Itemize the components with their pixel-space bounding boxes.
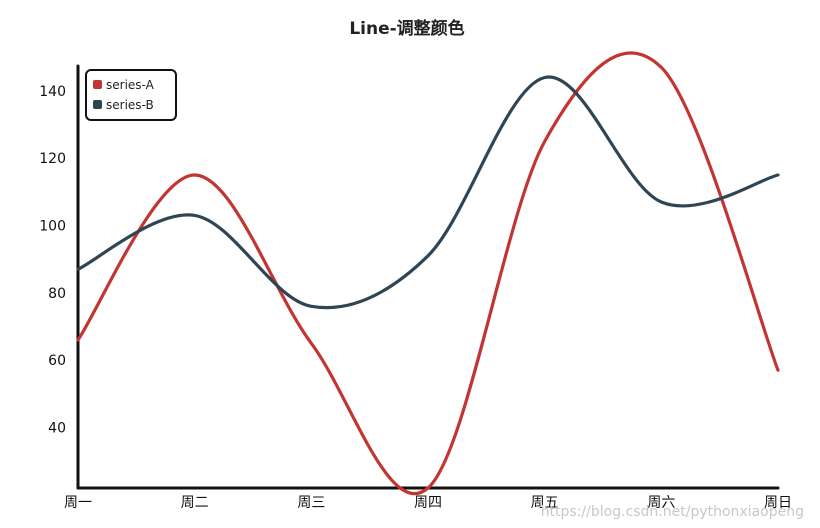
x-tick-label: 周三: [297, 495, 325, 511]
x-tick-label: 周五: [531, 495, 559, 511]
data-point-series-b[interactable]: [541, 73, 549, 81]
y-axis-ticks: 40 60 80 100 120 140: [39, 84, 66, 437]
x-axis-ticks: 周一 周二 周三 周四 周五 周六 周日: [64, 495, 792, 511]
data-point-series-a[interactable]: [657, 63, 665, 71]
y-tick-label: 60: [48, 353, 66, 369]
data-point-series-a[interactable]: [424, 484, 432, 492]
chart-title: Line-调整颜色: [349, 18, 464, 39]
y-tick-label: 80: [48, 286, 66, 302]
legend-label[interactable]: series-A: [106, 78, 155, 92]
x-tick-label: 周四: [414, 495, 442, 511]
watermark: https://blog.csdn.net/pythonxiaopeng: [540, 504, 804, 520]
legend-swatch: [93, 80, 102, 89]
data-point-series-b[interactable]: [191, 211, 199, 219]
data-point-series-b[interactable]: [424, 252, 432, 260]
y-tick-label: 40: [48, 420, 66, 436]
x-tick-label: 周一: [64, 495, 92, 511]
y-tick-label: 140: [39, 84, 66, 100]
data-point-series-a[interactable]: [191, 171, 199, 179]
data-point-series-b[interactable]: [74, 265, 82, 273]
series-layer: [74, 51, 782, 496]
legend-swatch: [93, 100, 102, 109]
x-tick-label: 周日: [764, 495, 792, 511]
x-tick-label: 周六: [647, 495, 675, 511]
y-tick-label: 120: [39, 151, 66, 167]
legend-label[interactable]: series-B: [106, 98, 154, 112]
data-point-series-a[interactable]: [774, 366, 782, 374]
legend-box: [85, 69, 177, 121]
data-point-series-a[interactable]: [541, 137, 549, 145]
series-line-series-b[interactable]: [76, 75, 780, 310]
series-line-series-a[interactable]: [76, 51, 780, 496]
x-tick-label: 周二: [181, 495, 209, 511]
data-point-series-a[interactable]: [74, 336, 82, 344]
y-tick-label: 100: [39, 219, 66, 235]
data-point-series-b[interactable]: [307, 302, 315, 310]
data-point-series-b[interactable]: [774, 171, 782, 179]
data-point-series-a[interactable]: [307, 339, 315, 347]
data-point-series-b[interactable]: [657, 198, 665, 206]
legend[interactable]: series-A series-B: [85, 69, 177, 121]
